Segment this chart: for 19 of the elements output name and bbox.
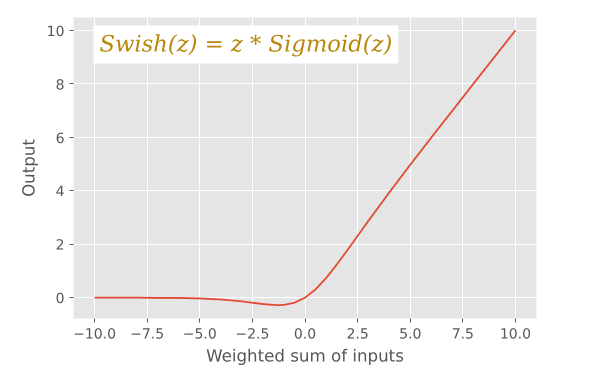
y-axis-title: Output: [20, 138, 39, 197]
x-tick-label: −2.5: [235, 326, 270, 342]
y-tick-label: 10: [46, 24, 65, 40]
y-tick-label: 6: [56, 130, 65, 147]
x-tick-label: 2.5: [346, 326, 369, 342]
x-tick-label: 7.5: [452, 326, 474, 342]
y-tick-label: 2: [56, 238, 65, 254]
x-tick-label: −5.0: [182, 326, 217, 342]
y-tick-label: 0: [56, 291, 65, 308]
y-tick-label: 4: [56, 184, 65, 200]
x-tick-label: −10.0: [73, 326, 116, 342]
line-series: [94, 29, 516, 306]
x-tick-label: 5.0: [399, 326, 422, 342]
annotation: Swish(z) = z * Sigmoid(z): [100, 32, 392, 58]
y-tick-label: 8: [56, 77, 65, 94]
x-axis-title: Weighted sum of inputs: [206, 346, 404, 366]
x-tick-label: 10.0: [500, 326, 532, 342]
x-tick-label: −7.5: [130, 326, 164, 342]
x-tick-label: 0.0: [294, 326, 316, 342]
